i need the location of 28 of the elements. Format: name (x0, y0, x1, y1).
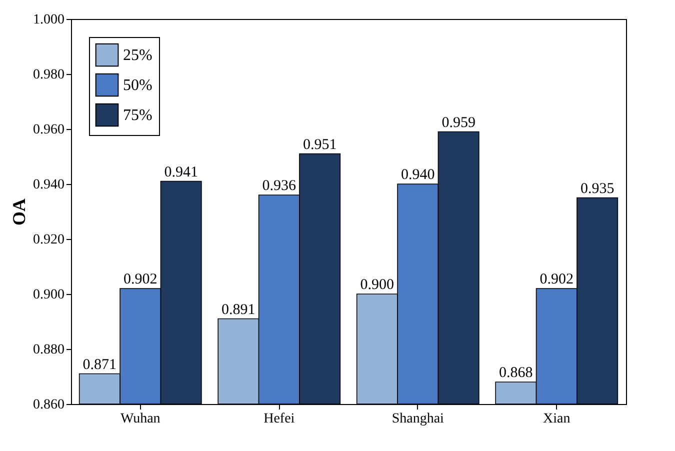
x-tick-label: Xian (543, 412, 570, 426)
x-tick-label: Shanghai (392, 412, 444, 426)
y-tick-label: 0.880 (33, 342, 64, 358)
data-label: 0.902 (124, 272, 158, 288)
data-label: 0.871 (82, 356, 117, 373)
legend-label: 50% (123, 77, 152, 94)
data-label: 0.951 (302, 136, 337, 153)
y-tick-label: 1.000 (33, 12, 64, 28)
data-label: 0.940 (401, 167, 435, 183)
data-label: 0.959 (442, 114, 476, 131)
x-tick-label: Hefei (264, 412, 295, 426)
y-tick-label: 0.900 (33, 288, 64, 302)
data-label: 0.868 (499, 365, 533, 381)
y-tick-label: 0.980 (33, 68, 64, 82)
data-label: 0.902 (540, 272, 574, 288)
legend-label: 25% (123, 47, 152, 64)
data-label: 0.891 (222, 302, 256, 318)
data-label: 0.900 (360, 277, 394, 293)
data-label: 0.936 (262, 178, 296, 194)
legend-label: 75% (123, 107, 152, 124)
y-axis-title: OA (9, 198, 29, 226)
x-tick-label: Wuhan (120, 412, 160, 426)
data-label: 0.935 (580, 180, 614, 197)
data-label: 0.941 (164, 164, 198, 180)
y-tick-label: 0.940 (33, 178, 64, 192)
y-tick-label: 0.920 (33, 232, 64, 248)
y-tick-label: 0.960 (33, 122, 64, 138)
y-tick-label: 0.860 (33, 398, 64, 412)
